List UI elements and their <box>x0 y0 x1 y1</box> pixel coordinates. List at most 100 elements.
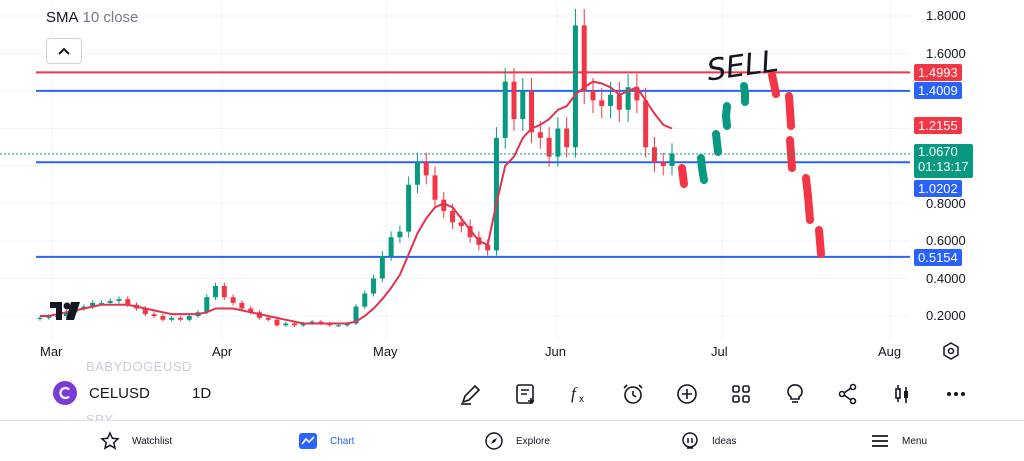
candle-body <box>221 286 227 298</box>
nav-chart-label: Chart <box>330 435 355 447</box>
candle-body <box>186 316 192 320</box>
annotation-mark <box>712 130 722 156</box>
alert-clock-icon <box>623 384 643 404</box>
chart-type-button[interactable] <box>887 379 917 409</box>
price-chart[interactable]: SELL <box>0 0 1024 365</box>
chevron-up-icon <box>58 47 70 55</box>
drawing-pen-icon <box>461 384 481 405</box>
candle-body <box>458 222 464 226</box>
candle-body <box>572 25 578 148</box>
layout-button[interactable] <box>726 379 756 409</box>
chart-icon <box>299 433 317 449</box>
candle-body <box>239 302 245 309</box>
candle-body <box>177 317 183 320</box>
svg-text:x: x <box>579 394 584 405</box>
collapse-legend-button[interactable] <box>46 38 82 64</box>
candle-body <box>529 91 535 133</box>
nav-menu[interactable]: Menu <box>870 429 927 453</box>
symbol-name[interactable]: CELUSD <box>89 385 150 402</box>
candle-body <box>37 317 43 319</box>
candle-body <box>564 128 570 148</box>
annotation-mark <box>815 226 825 258</box>
candle-body <box>169 317 175 320</box>
candle-body <box>599 100 605 106</box>
annotation-mark <box>768 71 780 98</box>
candle-body <box>414 162 420 185</box>
last-price-label: 1.0670 01:13:17 <box>914 144 973 178</box>
nav-watchlist[interactable]: Watchlist <box>100 429 172 453</box>
add-button[interactable] <box>672 379 702 409</box>
annotation-mark <box>678 164 688 188</box>
add-note-button[interactable] <box>511 379 541 409</box>
legend-params: 10 close <box>82 9 139 26</box>
nav-explore[interactable]: Explore <box>484 429 550 453</box>
candle-body <box>397 231 403 238</box>
price-line-label-blue[interactable]: 0.5154 <box>914 249 962 266</box>
x-tick-label: Jun <box>545 344 566 359</box>
candle-body <box>493 137 499 251</box>
symbol-logo <box>53 381 77 405</box>
candle-body <box>511 81 517 120</box>
candle-body <box>467 226 473 238</box>
candle-body <box>669 153 675 166</box>
candle-body <box>608 94 614 106</box>
chart-settings-button[interactable] <box>942 342 960 365</box>
legend-indicator: SMA <box>46 9 79 26</box>
more-button[interactable] <box>941 379 971 409</box>
candle-body <box>406 184 412 232</box>
nav-chart[interactable]: Chart <box>298 429 354 453</box>
y-tick-label: 0.2000 <box>926 308 966 323</box>
interval-selector[interactable]: 1D <box>192 385 212 402</box>
settings-icon <box>943 342 959 360</box>
candles-icon <box>895 385 908 403</box>
more-icon <box>947 392 965 396</box>
candle-body <box>616 94 622 110</box>
ghost-watchlist-item: BABYDOGEUSD <box>86 359 192 374</box>
candle-body <box>125 299 131 305</box>
y-tick-label: 1.6000 <box>926 46 966 61</box>
candle-body <box>371 278 377 294</box>
annotation-mark <box>785 92 795 130</box>
candle-body <box>292 323 298 326</box>
candle-body <box>485 244 491 251</box>
candle-body <box>353 306 359 324</box>
price-line-label-blue[interactable]: 1.0202 <box>914 180 962 197</box>
ideas-button[interactable] <box>780 379 810 409</box>
candle-body <box>90 302 96 307</box>
candle-body <box>248 308 254 313</box>
candle-body <box>107 301 113 303</box>
candle-body <box>283 323 289 326</box>
candle-body <box>274 319 280 326</box>
share-button[interactable] <box>833 379 863 409</box>
sma-line <box>40 80 673 325</box>
price-line-label-blue[interactable]: 1.4009 <box>914 82 962 99</box>
price-label-red[interactable]: 1.2155 <box>914 117 962 134</box>
price-line-label-red[interactable]: 1.4993 <box>914 64 962 81</box>
layout-grid-icon <box>732 385 750 403</box>
alert-button[interactable] <box>618 379 648 409</box>
chart-area[interactable]: SELL SMA 10 close 1.8000 1.6000 0.8000 0.… <box>0 0 1024 365</box>
drawing-tools-button[interactable] <box>456 379 486 409</box>
candle-body <box>213 286 219 298</box>
annotation-mark <box>786 136 796 172</box>
candle-body <box>634 87 640 101</box>
candle-body <box>116 299 122 301</box>
x-tick-label: Mar <box>40 344 63 359</box>
bar-countdown: 01:13:17 <box>918 159 969 174</box>
nav-watchlist-label: Watchlist <box>132 435 173 447</box>
annotation-mark <box>722 102 731 130</box>
candle-body <box>581 25 587 91</box>
svg-text:f: f <box>571 384 578 403</box>
share-icon <box>838 383 857 405</box>
x-tick-label: May <box>373 344 398 359</box>
candle-body <box>362 293 368 307</box>
candle-body <box>643 100 649 148</box>
indicator-legend[interactable]: SMA 10 close <box>46 9 138 26</box>
x-tick-label: Jul <box>711 344 728 359</box>
candle-body <box>63 312 69 316</box>
nav-ideas[interactable]: Ideas <box>680 429 736 453</box>
x-tick-label: Aug <box>878 344 902 359</box>
